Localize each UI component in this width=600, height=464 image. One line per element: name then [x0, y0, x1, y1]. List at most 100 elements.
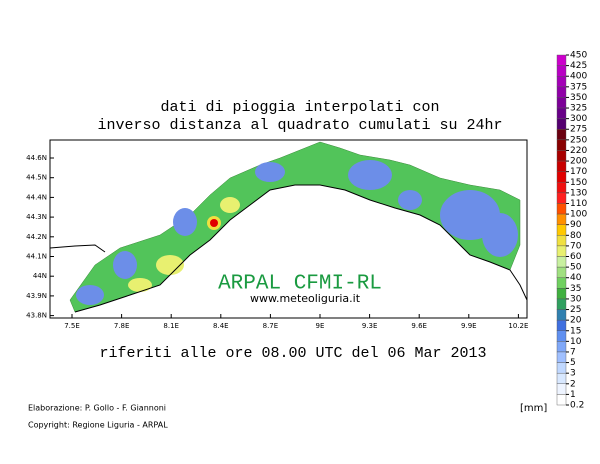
colorbar-band: [556, 97, 567, 109]
colorbar-band: [556, 277, 567, 289]
lat-label: 43.9N: [26, 292, 47, 300]
lat-label: 44N: [33, 272, 47, 280]
colorbar-band: [556, 245, 567, 257]
colorbar-band: [556, 171, 567, 183]
colorbar-band: [556, 362, 567, 374]
colorbar-label: 200: [570, 157, 587, 167]
lon-label: 8.1E: [163, 322, 179, 330]
website: www.meteoliguria.it: [250, 292, 361, 305]
lat-label: 44.3N: [26, 213, 47, 221]
rain-areas: [76, 160, 518, 305]
watermark: ARPAL CFMI-RL: [218, 273, 382, 296]
colorbar-band: [556, 76, 567, 88]
colorbar-label: 30: [570, 294, 582, 304]
rain-areas-light: [128, 197, 240, 292]
colorbar-label: 375: [570, 82, 587, 92]
colorbar-label: 2: [570, 379, 576, 389]
colorbar-band: [556, 192, 567, 204]
colorbar-label: 400: [570, 72, 587, 82]
unit-label: [mm]: [520, 403, 547, 414]
colorbar-label: 110: [570, 199, 587, 209]
colorbar-label: 35: [570, 284, 581, 294]
colorbar-label: 1: [570, 390, 576, 400]
colorbar-band: [556, 182, 567, 194]
colorbar-band: [556, 224, 567, 236]
lon-label: 8.4E: [213, 322, 229, 330]
lon-label: 7.5E: [64, 322, 80, 330]
lat-label: 44.2N: [26, 233, 47, 241]
lon-label: 9.6E: [411, 322, 427, 330]
colorbar-label: 40: [570, 273, 582, 283]
colorbar-label: 450: [570, 51, 587, 61]
colorbar-label: 5: [570, 358, 576, 368]
colorbar-label: 220: [570, 146, 587, 156]
lon-label: 9.3E: [362, 322, 378, 330]
colorbar-band: [556, 372, 567, 384]
coastline: [74, 184, 528, 313]
colorbar-label: 60: [570, 252, 582, 262]
colorbar-band: [556, 319, 567, 331]
subtitle: riferiti alle ore 08.00 UTC del 06 Mar 2…: [99, 345, 486, 362]
lat-label: 44.4N: [26, 193, 47, 201]
colorbar-label: 7: [570, 347, 576, 357]
title-line: inverso distanza al quadrato cumulati su…: [97, 117, 502, 134]
lon-label: 7.8E: [114, 322, 130, 330]
colorbar-band: [556, 341, 567, 353]
colorbar-band: [556, 298, 567, 310]
lat-label: 44.1N: [26, 253, 47, 261]
colorbar-label: 170: [570, 167, 587, 177]
colorbar-band: [556, 65, 567, 77]
colorbar-label: 250: [570, 135, 587, 145]
lat-label: 44.5N: [26, 174, 47, 182]
lat-axis: 44.6N 44.5N 44.4N 44.3N 44.2N 44.1N 44N 43.9N 43…: [26, 154, 54, 320]
colorbar-label: 150: [570, 178, 587, 188]
lon-label: 8.7E: [263, 322, 279, 330]
colorbar: 4504254003753503253002752502202001701501…: [556, 51, 587, 411]
colorbar-band: [556, 54, 567, 66]
colorbar-band: [556, 330, 567, 342]
colorbar-label: 15: [570, 326, 581, 336]
colorbar-label: 325: [570, 104, 587, 114]
colorbar-label: 80: [570, 231, 582, 241]
colorbar-band: [556, 256, 567, 268]
colorbar-band: [556, 383, 567, 395]
colorbar-band: [556, 288, 567, 300]
lon-axis: 7.5E 7.8E 8.1E 8.4E 8.7E 9E 9.3E 9.6E 9.9E 10.2E: [64, 314, 528, 330]
colorbar-band: [556, 203, 567, 215]
colorbar-band: [556, 235, 567, 247]
border: [49, 244, 106, 253]
colorbar-label: 300: [570, 114, 587, 124]
colorbar-label: 425: [570, 61, 587, 71]
colorbar-band: [556, 107, 567, 119]
lat-label: 44.6N: [26, 154, 47, 162]
colorbar-label: 130: [570, 188, 587, 198]
copyright: Copyright: Regione Liguria - ARPAL: [28, 421, 168, 430]
colorbar-band: [556, 351, 567, 363]
colorbar-label: 100: [570, 210, 587, 220]
colorbar-label: 275: [570, 125, 587, 135]
rain-max: [210, 219, 218, 227]
colorbar-band: [556, 266, 567, 278]
colorbar-band: [556, 129, 567, 141]
colorbar-band: [556, 86, 567, 98]
title-line: dati di pioggia interpolati con: [160, 99, 439, 116]
colorbar-label: 3: [570, 369, 576, 379]
colorbar-label: 25: [570, 305, 581, 315]
lon-label: 10.2E: [508, 322, 528, 330]
colorbar-band: [556, 213, 567, 225]
colorbar-label: 0.2: [570, 401, 584, 411]
lon-label: 9E: [316, 322, 325, 330]
colorbar-band: [556, 394, 567, 406]
colorbar-band: [556, 118, 567, 130]
colorbar-label: 90: [570, 220, 582, 230]
colorbar-label: 10: [570, 337, 582, 347]
colorbar-band: [556, 160, 567, 172]
lon-label: 9.9E: [461, 322, 477, 330]
colorbar-band: [556, 139, 567, 151]
colorbar-band: [556, 309, 567, 321]
colorbar-label: 20: [570, 316, 582, 326]
colorbar-label: 50: [570, 263, 582, 273]
colorbar-band: [556, 150, 567, 162]
lat-label: 43.8N: [26, 312, 47, 320]
